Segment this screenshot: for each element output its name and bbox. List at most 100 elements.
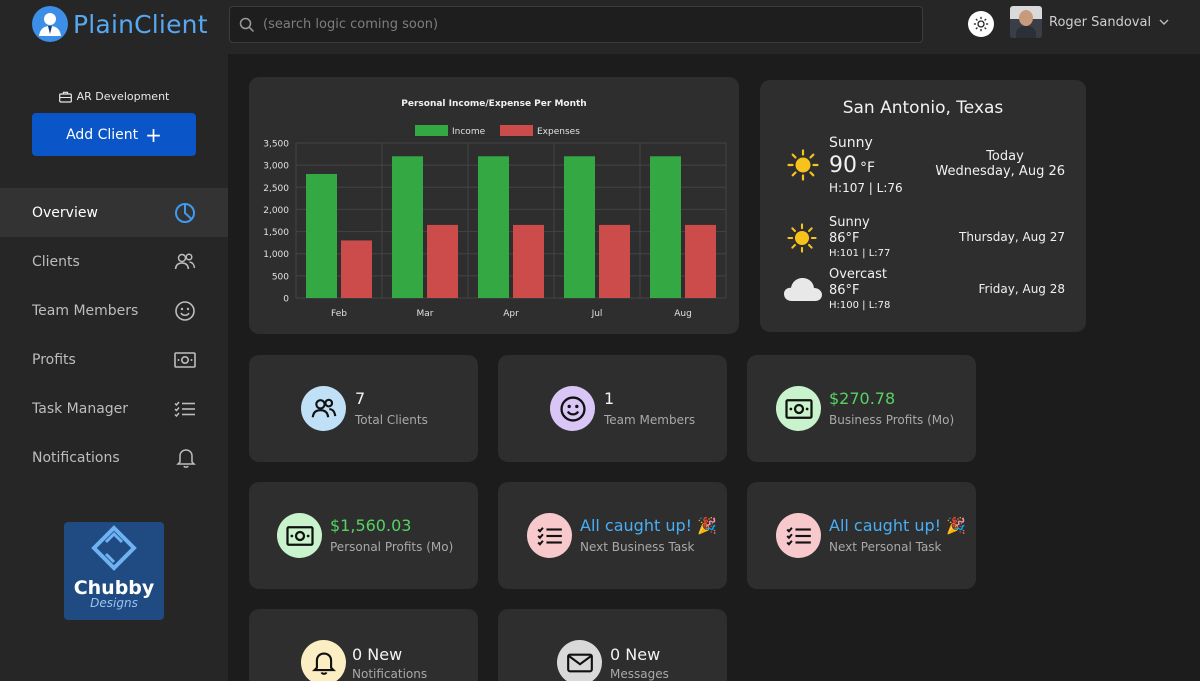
brand-line-1: Chubby [73,577,155,599]
app-name: PlainClient [73,9,208,39]
bar-expenses-mar [427,224,458,298]
sidebar-item-notifications[interactable]: Notifications [0,433,228,482]
mail-icon [557,640,602,681]
chevron-down-icon [1159,19,1169,25]
briefcase-icon [58,91,72,103]
cash-icon [776,386,821,431]
y-tick-label: 1,500 [263,228,289,238]
bar-income-apr [478,156,509,298]
stat-card-messages[interactable]: 0 New Messages [498,609,727,681]
stat-label: Team Members [604,413,696,427]
chart-title: Personal Income/Expense Per Month [401,99,586,109]
sidebar-item-label: Task Manager [32,400,129,417]
sidebar-item-overview[interactable]: Overview [0,188,228,237]
brand-logo: Chubby Designs [64,522,164,620]
app-logo[interactable]: PlainClient [32,6,208,42]
sidebar-item-label: Notifications [32,449,120,466]
stat-value: 0 New [610,645,661,664]
weather-condition: Overcast [829,267,887,282]
task-list-icon [527,513,572,558]
weather-day-date: Thursday, Aug 27 [959,230,1065,244]
weather-hilo: H:101 | L:77 [829,248,891,259]
stat-value: 7 [355,389,366,408]
user-name: Roger Sandoval [1049,14,1152,30]
y-tick-label: 3,000 [263,162,289,172]
weather-temp-unit: °F [860,160,876,176]
y-tick-label: 500 [272,272,289,282]
stat-card-personal-profits[interactable]: $1,560.03 Personal Profits (Mo) [249,482,478,589]
add-client-button[interactable]: Add Client + [32,113,196,156]
sidebar-item-team-members[interactable]: Team Members [0,286,228,335]
x-tick-label: Aug [674,309,692,319]
stat-value: All caught up! 🎉 [829,516,967,535]
y-tick-label: 3,500 [263,140,289,150]
bar-expenses-apr [513,224,544,298]
sidebar-item-label: Profits [32,351,76,368]
cash-icon [174,351,196,368]
x-tick-label: Apr [503,309,519,319]
stat-card-notifications[interactable]: 0 New Notifications [249,609,478,681]
bar-expenses-aug [685,224,716,298]
company-selector[interactable]: AR Development [0,90,228,103]
stat-value: $270.78 [829,389,896,408]
user-menu[interactable]: Roger Sandoval [1010,6,1169,38]
theme-toggle-button[interactable] [968,11,994,37]
bell-icon [176,448,196,468]
weather-temp: 86°F [829,283,860,298]
brand-line-2: Designs [90,596,138,610]
sidebar-item-label: Clients [32,253,80,270]
search-input[interactable] [263,17,863,32]
stat-label: Next Business Task [580,540,695,554]
weather-hilo: H:107 | L:76 [829,181,903,195]
stat-card-next-personal-task[interactable]: All caught up! 🎉 Next Personal Task [747,482,976,589]
weather-day-2: Sunny 86°F H:101 | L:77 Thursday, Aug 27 [760,215,1086,261]
stat-label: Notifications [352,667,428,681]
y-tick-label: 0 [283,295,289,305]
income-expense-chart: Personal Income/Expense Per Month Income E… [263,99,727,319]
sun-icon [973,16,989,32]
weather-today: Sunny 90 °F H:107 | L:76 Today Wednesday,… [760,135,1086,197]
y-tick-label: 2,500 [263,184,289,194]
sun-icon [787,223,817,253]
bar-income-aug [650,156,681,298]
task-list-icon [776,513,821,558]
sidebar-item-profits[interactable]: Profits [0,335,228,384]
sidebar-item-clients[interactable]: Clients [0,237,228,286]
legend-label: Expenses [537,127,580,137]
avatar [1010,6,1042,38]
stat-label: Next Personal Task [829,540,942,554]
stat-label: Business Profits (Mo) [829,413,955,427]
sidebar-item-task-manager[interactable]: Task Manager [0,384,228,433]
weather-today-date: Wednesday, Aug 26 [935,164,1065,179]
diamond-logo-icon [91,525,137,571]
stat-card-next-business-task[interactable]: All caught up! 🎉 Next Business Task [498,482,727,589]
stat-card-team-members[interactable]: 1 Team Members [498,355,727,462]
legend-swatch [500,125,533,136]
stat-card-total-clients[interactable]: 7 Total Clients [249,355,478,462]
stat-value: 0 New [352,645,403,664]
stat-card-business-profits[interactable]: $270.78 Business Profits (Mo) [747,355,976,462]
add-client-label: Add Client [66,126,139,143]
weather-temp: 90 °F [829,153,875,178]
users-icon [174,252,196,269]
smile-icon [175,300,195,321]
sidebar-item-label: Overview [32,204,98,221]
y-tick-label: 1,000 [263,250,289,260]
pie-chart-icon [175,202,195,223]
plus-icon: + [145,122,162,147]
weather-condition: Sunny [829,215,870,230]
users-icon [301,386,346,431]
search-bar[interactable] [229,6,923,43]
x-tick-label: Jul [591,309,603,319]
income-expense-chart-card: Personal Income/Expense Per Month Income E… [249,77,739,334]
weather-day-date: Friday, Aug 28 [978,282,1065,296]
weather-condition: Sunny [829,135,873,151]
legend-swatch [415,125,448,136]
smile-icon [550,386,595,431]
stat-label: Messages [610,667,669,681]
bar-income-mar [392,156,423,298]
top-bar: PlainClient Roger Sandoval [0,0,1200,54]
stat-label: Total Clients [355,413,428,427]
weather-temp-value: 90 [829,153,857,178]
sidebar: AR Development Add Client + Overview Cli… [0,54,228,681]
